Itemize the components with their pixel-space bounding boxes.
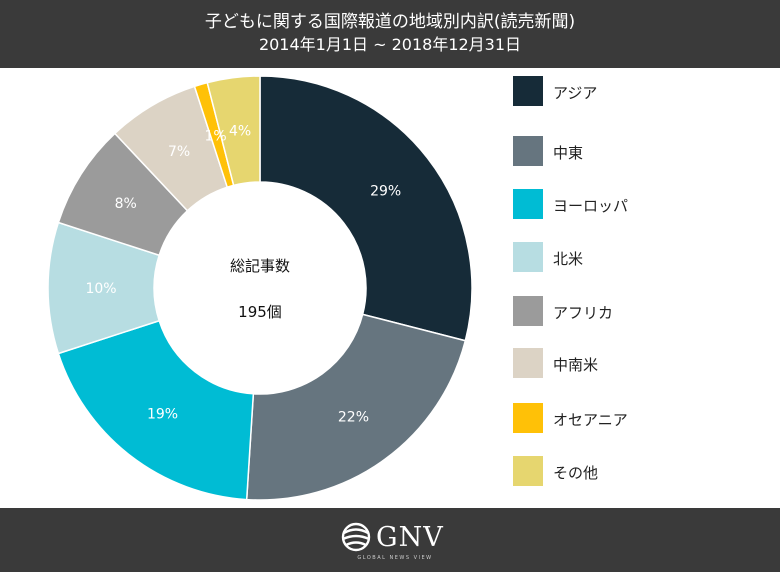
- slice-3: [57, 319, 255, 501]
- legend-label: アジア: [553, 84, 598, 102]
- slice-value-label-1: 29%: [370, 184, 401, 200]
- slice-value-label-4: 10%: [85, 281, 116, 297]
- legend-label: 中東: [553, 144, 584, 162]
- legend-label: 中南米: [553, 356, 599, 374]
- legend-swatch: [513, 296, 543, 326]
- slice-1: [259, 75, 473, 342]
- slice-8: [206, 75, 261, 187]
- legend-swatch: [513, 242, 543, 272]
- globe-icon: [341, 522, 371, 552]
- slice-value-label-5: 8%: [115, 196, 137, 212]
- center-total-label: 総記事数: [230, 257, 290, 275]
- legend-swatch: [513, 189, 543, 219]
- legend-swatch: [513, 136, 543, 166]
- slice-value-label-6: 7%: [168, 144, 190, 160]
- legend-label: アフリカ: [553, 304, 614, 322]
- chart-area: 29% 22% 19% 10% 8% 7% 1% 4% 総記事数 195個: [0, 68, 780, 508]
- legend-swatch: [513, 403, 543, 433]
- gnv-logo: GNV GLOBAL NEWS VIEW: [340, 518, 450, 564]
- legend-label: その他: [553, 464, 599, 482]
- legend-swatch: [513, 76, 543, 106]
- logo-wordmark: GNV: [376, 522, 444, 553]
- legend-swatch: [513, 456, 543, 486]
- slices-group: [47, 75, 473, 501]
- legend-label: オセアニア: [553, 411, 628, 429]
- footer-bar: GNV GLOBAL NEWS VIEW: [0, 508, 780, 572]
- slice-value-label-7: 1%: [205, 128, 227, 144]
- legend-label: ヨーロッパ: [553, 197, 629, 215]
- chart-title: 子どもに関する国際報道の地域別内訳(読売新聞): [204, 12, 576, 32]
- logo-tagline: GLOBAL NEWS VIEW: [357, 555, 433, 561]
- center-total-value: 195個: [238, 303, 282, 321]
- donut-chart: 29% 22% 19% 10% 8% 7% 1% 4% 総記事数 195個: [47, 75, 473, 501]
- legend-label: 北米: [553, 250, 584, 268]
- slice-value-label-3: 19%: [147, 407, 178, 423]
- slice-2: [245, 313, 467, 501]
- slice-labels-group: 29% 22% 19% 10% 8% 7% 1% 4%: [85, 123, 401, 425]
- chart-subtitle: 2014年1月1日 ~ 2018年12月31日: [258, 35, 522, 54]
- slice-value-label-2: 22%: [338, 410, 369, 426]
- legend-swatch: [513, 348, 543, 378]
- slice-value-label-8: 4%: [229, 123, 251, 139]
- header-bar: 子どもに関する国際報道の地域別内訳(読売新聞) 2014年1月1日 ~ 2018…: [0, 0, 780, 68]
